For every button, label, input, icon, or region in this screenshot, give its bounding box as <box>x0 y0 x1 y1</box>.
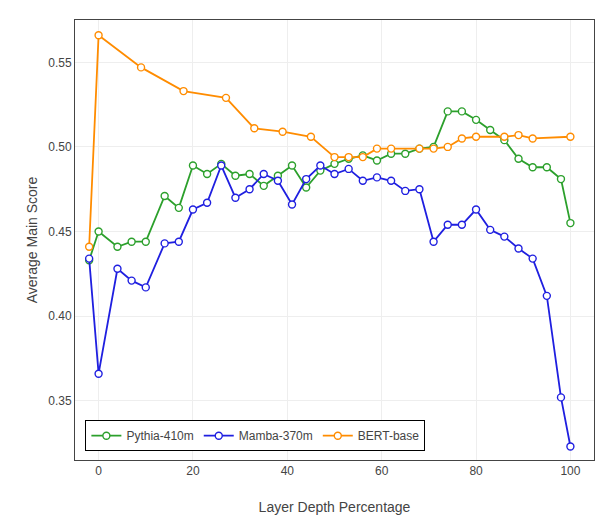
svg-text:60: 60 <box>375 464 389 478</box>
svg-text:Mamba-370m: Mamba-370m <box>239 429 313 443</box>
svg-text:40: 40 <box>281 464 295 478</box>
svg-text:0.40: 0.40 <box>48 309 72 323</box>
svg-text:Average Main Score: Average Main Score <box>24 176 40 303</box>
svg-text:0: 0 <box>95 464 102 478</box>
svg-text:0.50: 0.50 <box>48 140 72 154</box>
svg-text:Layer Depth Percentage: Layer Depth Percentage <box>259 499 411 515</box>
svg-text:20: 20 <box>186 464 200 478</box>
svg-text:80: 80 <box>469 464 483 478</box>
svg-text:0.35: 0.35 <box>48 394 72 408</box>
svg-text:100: 100 <box>560 464 580 478</box>
svg-text:Pythia-410m: Pythia-410m <box>126 429 193 443</box>
svg-text:0.55: 0.55 <box>48 56 72 70</box>
svg-text:BERT-base: BERT-base <box>358 429 419 443</box>
svg-text:0.45: 0.45 <box>48 225 72 239</box>
